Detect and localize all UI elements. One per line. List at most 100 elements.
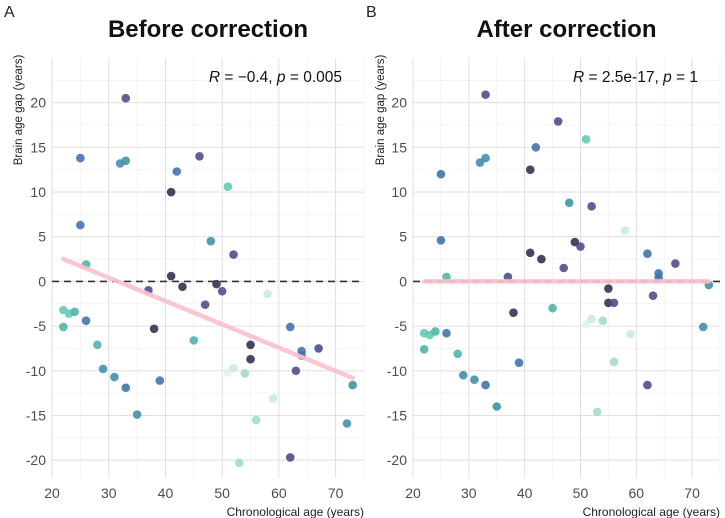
scatter-points	[59, 93, 357, 468]
panel-label: B	[366, 4, 377, 21]
y-tick-label: -10	[387, 363, 407, 379]
stats-annotation: R = 2.5e-17, p = 1	[573, 69, 698, 86]
data-point	[581, 319, 591, 329]
y-tick-label: 5	[38, 229, 46, 245]
data-point	[671, 259, 680, 268]
y-tick-label: 0	[38, 273, 46, 289]
y-axis-label: Brain age gap (years)	[13, 55, 25, 166]
data-point	[223, 182, 233, 191]
y-tick-label: -20	[26, 452, 46, 468]
y-tick-label: 0	[399, 273, 407, 289]
data-point	[166, 271, 176, 281]
data-point	[537, 254, 546, 264]
data-point	[59, 322, 68, 332]
data-point	[576, 242, 585, 251]
data-point	[609, 298, 619, 308]
data-point	[503, 272, 513, 282]
data-point	[234, 458, 244, 468]
data-point	[229, 363, 238, 373]
data-point	[598, 316, 608, 326]
data-point	[481, 380, 490, 390]
data-point	[229, 250, 238, 259]
regression-line	[61, 256, 355, 381]
data-point	[442, 272, 451, 282]
data-point	[548, 303, 557, 313]
data-point	[342, 419, 352, 428]
data-point	[453, 349, 462, 359]
x-axis-label: Chronological age (years)	[583, 505, 720, 518]
data-point	[587, 314, 596, 324]
y-tick-label: 20	[391, 95, 407, 111]
y-tick-label: -5	[34, 318, 47, 334]
y-axis-label: Brain age gap (years)	[375, 55, 387, 166]
data-point	[98, 364, 108, 374]
y-tick-label: -15	[387, 407, 407, 423]
y-tick-label: 15	[391, 139, 407, 155]
data-point	[166, 187, 176, 197]
x-tick-label: 30	[101, 485, 117, 501]
data-point	[620, 226, 630, 235]
data-point	[149, 324, 159, 334]
data-point	[263, 289, 272, 299]
y-tick-label: -10	[26, 363, 46, 379]
data-point	[240, 369, 250, 378]
data-point	[110, 372, 119, 382]
x-tick-label: 40	[517, 485, 533, 501]
data-point	[470, 375, 479, 385]
data-point	[285, 322, 295, 332]
data-point	[121, 383, 131, 393]
scatter-points	[419, 90, 714, 417]
grid	[51, 58, 365, 478]
data-point	[509, 308, 518, 317]
x-axis-label: Chronological age (years)	[227, 505, 364, 518]
data-point	[291, 366, 301, 376]
stats-p-symbol: p	[276, 69, 286, 86]
data-point	[246, 354, 255, 364]
data-point	[514, 358, 524, 368]
stats-p-value: = 1	[672, 69, 698, 86]
panel-b: -20 -15 -10 -5 0 5 10 15 20 20 30 40 50 60 70 B After co…	[366, 4, 721, 518]
x-tick-label: 30	[461, 485, 477, 501]
data-point	[178, 282, 187, 292]
data-point	[206, 236, 216, 246]
x-tick-label: 70	[684, 485, 700, 501]
data-point	[189, 336, 199, 345]
data-point	[172, 167, 182, 176]
data-point	[442, 328, 451, 338]
y-tick-label: 10	[391, 184, 407, 200]
data-point	[121, 156, 131, 166]
x-tick-label: 50	[214, 485, 230, 501]
x-tick-label: 20	[405, 485, 421, 501]
data-point	[643, 380, 652, 390]
data-point	[251, 415, 261, 425]
x-tick-label: 50	[573, 485, 589, 501]
x-tick-label: 40	[158, 485, 174, 501]
data-point	[155, 376, 165, 385]
data-point	[212, 279, 221, 289]
data-point	[559, 263, 569, 273]
stats-r-value: = −0.4,	[220, 69, 277, 86]
data-point	[419, 345, 429, 354]
y-tick-label: 20	[30, 95, 46, 111]
panel-a: -20 -15 -10 -5 0 5 10 15 20 20 30 40 50 60 70 A Before c…	[4, 4, 365, 518]
data-point	[200, 300, 210, 309]
stats-r-value: = 2.5e-17,	[584, 69, 663, 86]
data-point	[481, 90, 490, 99]
stats-annotation: R = −0.4, p = 0.005	[209, 69, 342, 86]
data-point	[431, 327, 440, 336]
data-point	[564, 198, 574, 208]
data-point	[285, 453, 295, 462]
x-tick-label: 60	[628, 485, 644, 501]
data-point	[626, 329, 635, 339]
data-point	[436, 235, 446, 245]
y-tick-label: -15	[26, 407, 46, 423]
data-point	[314, 344, 323, 353]
data-point	[70, 307, 79, 317]
data-point	[604, 284, 613, 293]
grid	[412, 58, 721, 478]
stats-r-symbol: R	[209, 69, 220, 86]
data-point	[492, 402, 502, 411]
data-point	[698, 322, 708, 332]
y-tick-label: -5	[395, 318, 408, 334]
